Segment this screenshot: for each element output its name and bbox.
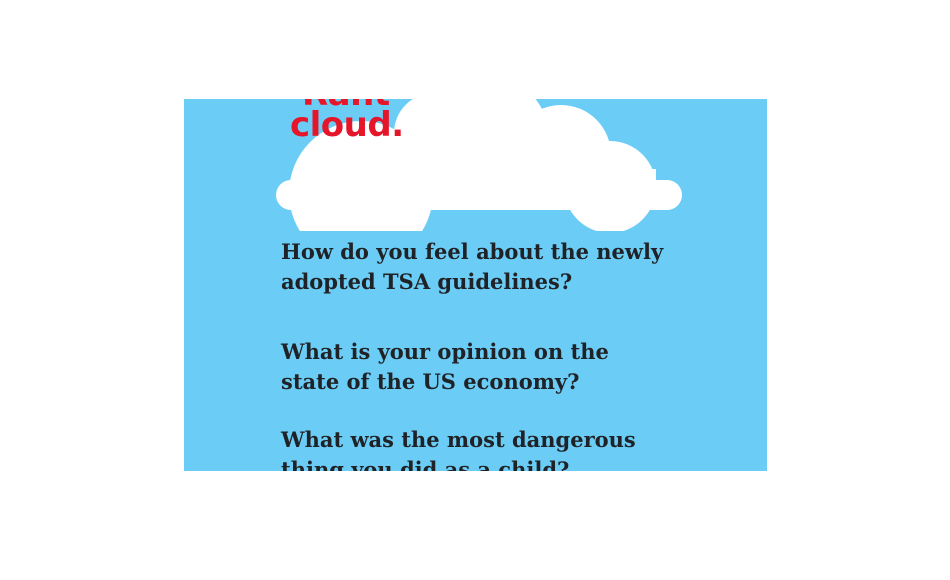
logo-line-1: Rant [302, 99, 400, 111]
question-tsa-guidelines[interactable]: How do you feel about the newly adopted … [281, 239, 664, 294]
rant-cloud-logo[interactable]: Rant cloud. [290, 99, 404, 151]
cloud-icon [276, 99, 682, 231]
question-us-economy[interactable]: What is your opinion on the state of the… [281, 339, 609, 394]
logo-line-2: cloud. [290, 105, 404, 146]
question-dangerous-childhood[interactable]: What was the most dangerous thing you di… [281, 427, 636, 471]
rant-cloud-panel: Rant cloud. How do you feel about the ne… [184, 99, 767, 471]
